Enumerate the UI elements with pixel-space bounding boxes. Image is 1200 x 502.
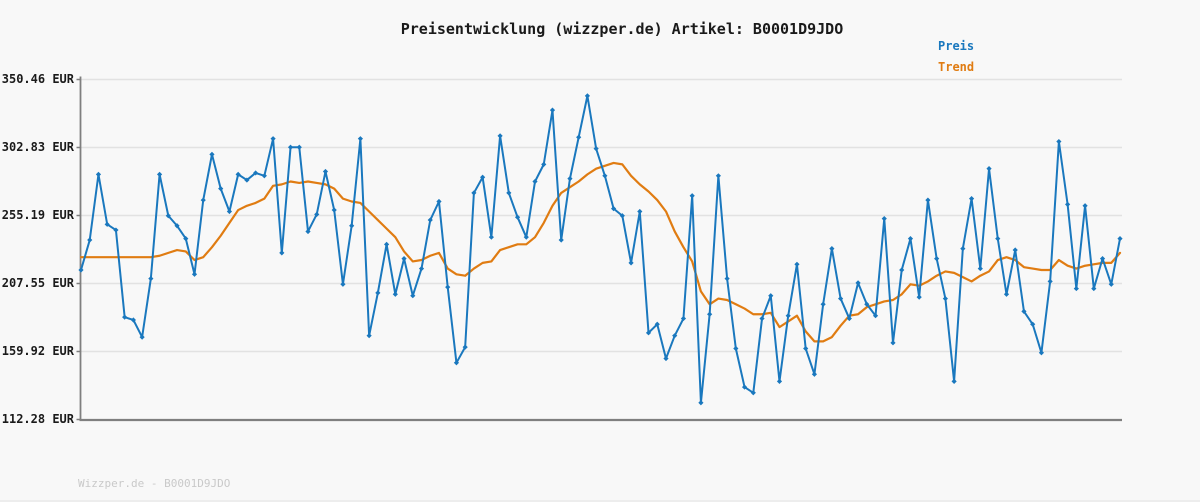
legend-entry-preis: Preis xyxy=(938,39,975,53)
y-tick-label: 159.92 EUR xyxy=(1,343,74,358)
chart-legend: Preis Trend xyxy=(938,39,974,74)
y-tick-label: 350.46 EUR xyxy=(1,72,74,86)
watermark-footer: Wizzper.de - B0001D9JDO xyxy=(78,477,231,490)
y-tick-label: 302.83 EUR xyxy=(1,139,74,154)
legend-entry-trend: Trend xyxy=(938,60,975,74)
y-tick-label: 112.28 EUR xyxy=(1,412,74,426)
y-tick-label: 255.19 EUR xyxy=(1,207,74,222)
chart-title: Preisentwicklung (wizzper.de) Artikel: B… xyxy=(400,20,844,38)
price-point-markers xyxy=(78,93,1123,406)
price-series-line xyxy=(80,94,1121,404)
y-tick-label: 207.55 EUR xyxy=(1,276,74,290)
trend-series-line xyxy=(79,161,1122,343)
